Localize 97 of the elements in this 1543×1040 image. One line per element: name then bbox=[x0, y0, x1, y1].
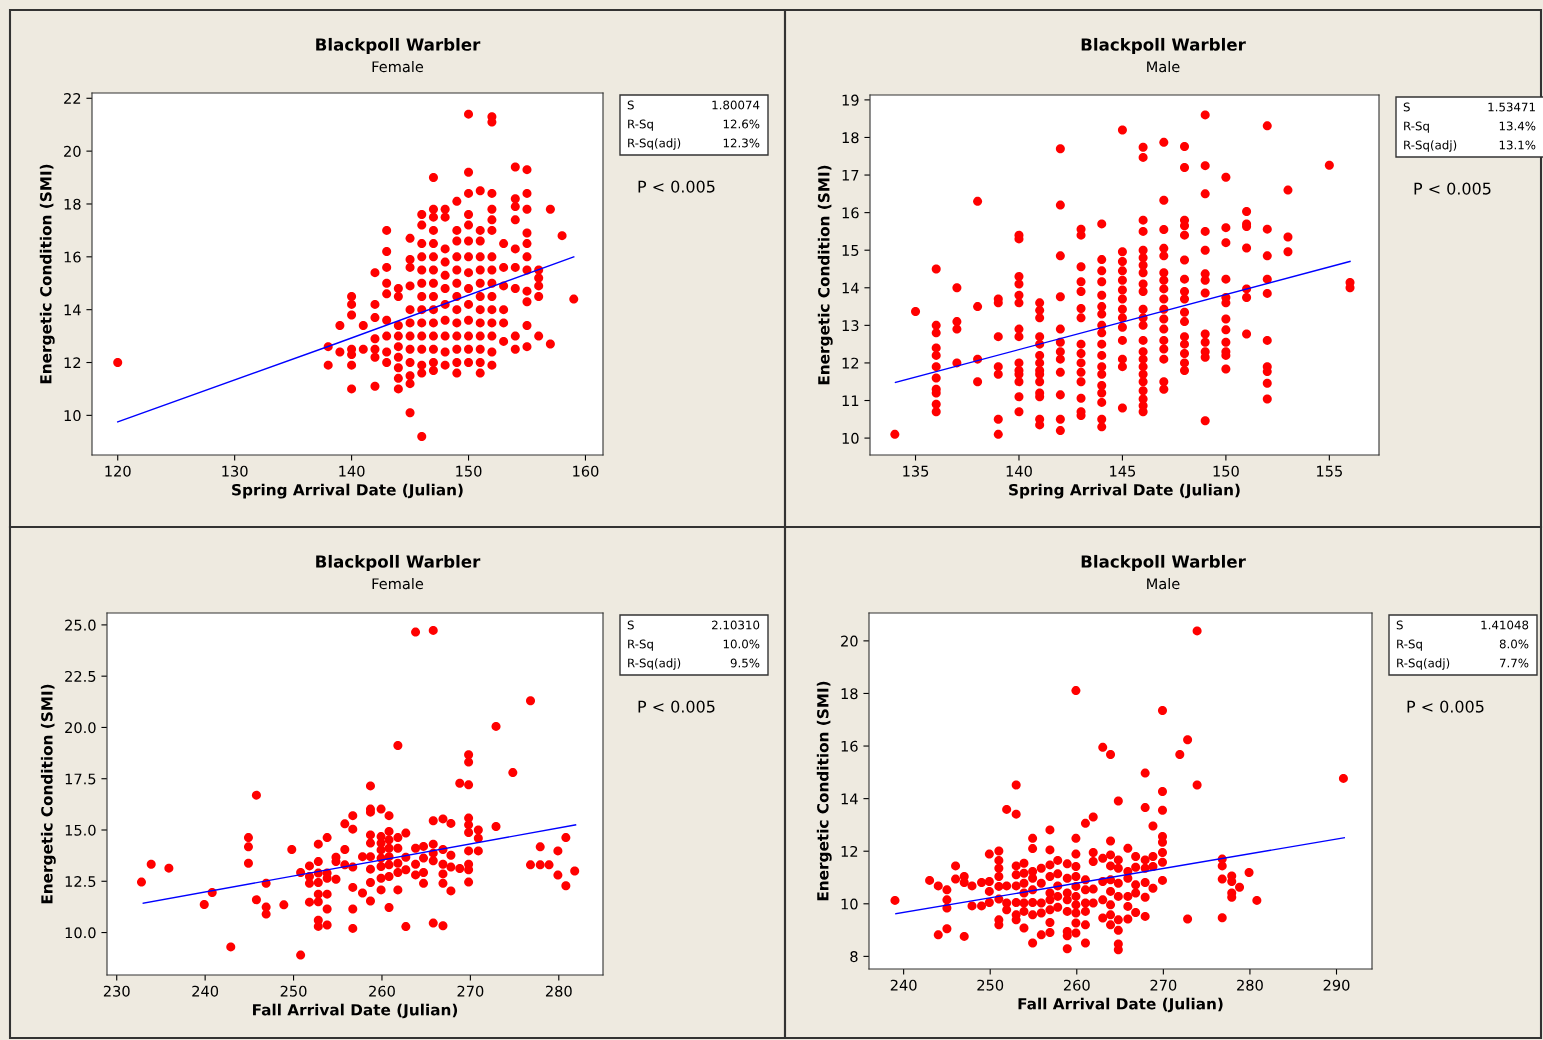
y-tick-label: 14 bbox=[842, 282, 859, 294]
y-axis-title: Energetic Condition (SMI) bbox=[816, 681, 832, 901]
text: R-Sq(adj) bbox=[628, 658, 681, 670]
text: R-Sq bbox=[1397, 639, 1422, 651]
y-tick-label: 12 bbox=[841, 845, 858, 857]
y-tick-label: 19 bbox=[842, 94, 859, 106]
y-tick-label: 16 bbox=[842, 207, 859, 219]
y-axis-title: Energetic Condition (SMI) bbox=[817, 165, 833, 385]
x-tick-label: 240 bbox=[192, 985, 219, 997]
y-tick-label: 12.5 bbox=[65, 875, 96, 888]
text: 9.5% bbox=[730, 658, 760, 668]
text: P < 0.005 bbox=[638, 180, 715, 193]
x-tick-label: 140 bbox=[339, 465, 365, 477]
text: 1.41048 bbox=[1481, 620, 1529, 630]
x-tick-label: 140 bbox=[1006, 465, 1032, 477]
x-tick-label: 145 bbox=[1110, 465, 1136, 477]
text: S bbox=[1403, 102, 1410, 112]
x-tick-label: 230 bbox=[103, 985, 130, 997]
text: 12.3% bbox=[723, 138, 760, 148]
x-tick-label: 135 bbox=[903, 465, 929, 477]
text: 1.53471 bbox=[1488, 102, 1535, 112]
chart-title: Blackpoll Warbler bbox=[316, 554, 481, 572]
text: R-Sq bbox=[628, 639, 653, 651]
y-tick-label: 22 bbox=[64, 93, 81, 104]
y-tick-label: 20.0 bbox=[65, 722, 96, 734]
y-tick-label: 14 bbox=[64, 304, 81, 316]
y-tick-label: 12 bbox=[842, 357, 859, 369]
text: 7.7% bbox=[1499, 658, 1529, 668]
text: 12.6% bbox=[723, 119, 760, 129]
text: S bbox=[1396, 620, 1403, 630]
x-tick-label: 240 bbox=[890, 979, 917, 991]
x-tick-label: 280 bbox=[545, 985, 572, 997]
y-tick-label: 15.0 bbox=[65, 824, 96, 836]
y-tick-label: 22.5 bbox=[65, 670, 96, 682]
chart-title: Blackpoll Warbler bbox=[316, 37, 481, 55]
chart-subtitle: Male bbox=[1147, 60, 1180, 73]
x-tick-label: 160 bbox=[573, 465, 599, 477]
y-tick-label: 11 bbox=[842, 395, 859, 407]
x-tick-label: 250 bbox=[280, 985, 307, 997]
text: 10.0% bbox=[723, 639, 760, 649]
x-tick-label: 150 bbox=[1213, 465, 1239, 477]
chart-title: Blackpoll Warbler bbox=[1081, 554, 1246, 572]
y-tick-label: 14 bbox=[841, 793, 858, 805]
y-tick-label: 8 bbox=[850, 951, 858, 963]
y-axis-title: Energetic Condition (SMI) bbox=[40, 684, 56, 904]
x-axis-title: Spring Arrival Date (Julian) bbox=[232, 483, 463, 499]
y-tick-label: 25.0 bbox=[65, 619, 96, 631]
x-tick-label: 270 bbox=[1150, 979, 1177, 991]
text: 8.0% bbox=[1499, 639, 1529, 649]
x-tick-label: 270 bbox=[457, 985, 484, 997]
x-tick-label: 260 bbox=[369, 985, 395, 997]
text: P < 0.005 bbox=[1407, 700, 1484, 713]
x-axis-title: Fall Arrival Date (Julian) bbox=[253, 1003, 458, 1019]
x-axis-title: Spring Arrival Date (Julian) bbox=[1009, 483, 1240, 499]
x-tick-label: 290 bbox=[1323, 979, 1350, 991]
y-tick-label: 20 bbox=[64, 145, 81, 157]
x-tick-label: 260 bbox=[1063, 979, 1090, 991]
x-tick-label: 120 bbox=[105, 465, 131, 477]
y-tick-label: 10.0 bbox=[65, 927, 96, 939]
x-tick-label: 280 bbox=[1237, 979, 1263, 991]
text: 13.1% bbox=[1499, 140, 1536, 150]
y-tick-label: 10 bbox=[64, 410, 81, 422]
y-tick-label: 10 bbox=[842, 432, 859, 444]
text: R-Sq bbox=[628, 119, 653, 131]
text: R-Sq bbox=[1404, 121, 1429, 133]
x-axis-title: Fall Arrival Date (Julian) bbox=[1018, 997, 1223, 1013]
x-tick-label: 155 bbox=[1317, 465, 1342, 477]
y-tick-label: 12 bbox=[64, 357, 81, 369]
text: S bbox=[627, 620, 634, 630]
text: S bbox=[627, 100, 634, 110]
chart-subtitle: Female bbox=[372, 577, 424, 590]
x-tick-label: 250 bbox=[977, 979, 1004, 991]
text: R-Sq(adj) bbox=[628, 138, 681, 150]
text: 2.10310 bbox=[712, 620, 760, 630]
y-tick-label: 18 bbox=[841, 688, 858, 700]
text: P < 0.005 bbox=[1414, 182, 1491, 195]
chart-title: Blackpoll Warbler bbox=[1081, 37, 1246, 55]
text: 13.4% bbox=[1499, 121, 1536, 131]
text: P < 0.005 bbox=[638, 700, 715, 713]
text: 1.80074 bbox=[712, 100, 760, 110]
text: R-Sq(adj) bbox=[1397, 658, 1450, 670]
chart-subtitle: Male bbox=[1147, 577, 1180, 590]
y-tick-label: 17 bbox=[842, 169, 859, 181]
text: R-Sq(adj) bbox=[1404, 140, 1457, 152]
y-axis-title: Energetic Condition (SMI) bbox=[39, 164, 55, 384]
y-tick-label: 18 bbox=[842, 132, 859, 144]
y-tick-label: 20 bbox=[841, 635, 858, 647]
y-tick-label: 16 bbox=[64, 251, 81, 263]
chart-subtitle: Female bbox=[372, 60, 424, 73]
x-tick-label: 150 bbox=[456, 465, 482, 477]
y-tick-label: 16 bbox=[841, 740, 858, 752]
y-tick-label: 10 bbox=[841, 898, 858, 910]
y-tick-label: 13 bbox=[842, 320, 859, 332]
y-tick-label: 15 bbox=[842, 245, 859, 256]
y-tick-label: 17.5 bbox=[65, 773, 96, 785]
x-tick-label: 130 bbox=[222, 465, 248, 477]
y-tick-label: 18 bbox=[64, 198, 81, 210]
